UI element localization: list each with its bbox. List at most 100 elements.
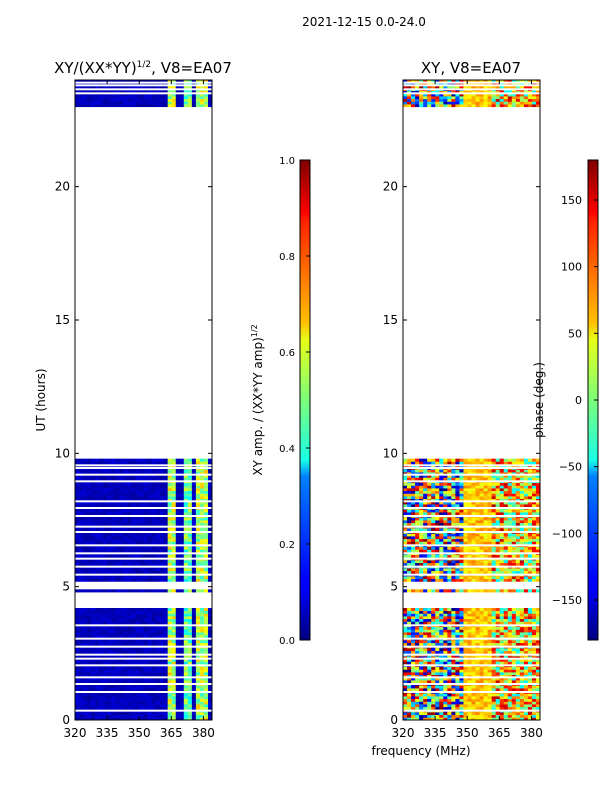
heatmap-cell bbox=[155, 80, 161, 84]
heatmap-cell bbox=[447, 674, 452, 678]
heatmap-cell bbox=[95, 650, 100, 654]
heatmap-cell bbox=[159, 701, 165, 705]
heatmap-cell bbox=[191, 496, 197, 500]
heatmap-cell bbox=[99, 485, 104, 489]
heatmap-cell bbox=[83, 522, 88, 526]
heatmap-cell bbox=[175, 650, 181, 654]
heatmap-cell bbox=[403, 706, 408, 710]
heatmap-cell bbox=[131, 93, 136, 97]
heatmap-cell bbox=[527, 704, 533, 708]
heatmap-cell bbox=[135, 717, 140, 720]
heatmap-cell bbox=[79, 714, 84, 718]
heatmap-cell bbox=[459, 712, 464, 716]
heatmap-cell bbox=[107, 608, 112, 612]
heatmap-cell bbox=[175, 536, 181, 540]
heatmap-cell bbox=[503, 648, 509, 652]
heatmap-cell bbox=[451, 613, 456, 617]
heatmap-cell bbox=[159, 560, 165, 564]
heatmap-cell bbox=[83, 629, 88, 633]
heatmap-cell bbox=[107, 610, 112, 614]
flagged-gap-line bbox=[75, 653, 212, 656]
heatmap-cell bbox=[111, 685, 116, 689]
heatmap-cell bbox=[183, 712, 189, 716]
heatmap-cell bbox=[463, 634, 468, 638]
heatmap-cell bbox=[167, 589, 173, 593]
heatmap-cell bbox=[159, 578, 165, 582]
heatmap-cell bbox=[99, 717, 104, 720]
heatmap-cell bbox=[207, 490, 212, 494]
heatmap-cell bbox=[515, 642, 521, 646]
heatmap-cell bbox=[123, 82, 128, 86]
heatmap-cell bbox=[479, 672, 484, 676]
heatmap-cell bbox=[207, 80, 212, 84]
heatmap-cell bbox=[519, 712, 525, 716]
heatmap-cell bbox=[407, 632, 412, 636]
heatmap-cell bbox=[123, 680, 128, 684]
heatmap-cell bbox=[187, 680, 193, 684]
heatmap-cell bbox=[95, 712, 100, 716]
heatmap-cell bbox=[131, 461, 136, 465]
heatmap-cell bbox=[131, 669, 136, 673]
heatmap-cell bbox=[143, 632, 148, 636]
heatmap-cell bbox=[451, 642, 456, 646]
heatmap-cell bbox=[415, 714, 420, 718]
heatmap-cell bbox=[111, 533, 116, 537]
heatmap-cell bbox=[83, 562, 88, 566]
heatmap-cell bbox=[147, 578, 152, 582]
heatmap-cell bbox=[99, 661, 104, 665]
heatmap-cell bbox=[143, 706, 148, 710]
heatmap-cell bbox=[139, 634, 144, 638]
heatmap-cell bbox=[175, 85, 181, 89]
heatmap-cell bbox=[495, 669, 501, 673]
heatmap-cell bbox=[495, 642, 501, 646]
heatmap-cell bbox=[151, 669, 156, 673]
heatmap-cell bbox=[435, 589, 440, 593]
heatmap-cell bbox=[199, 626, 205, 630]
heatmap-cell bbox=[99, 458, 104, 462]
heatmap-cell bbox=[451, 656, 456, 660]
heatmap-cell bbox=[499, 656, 505, 660]
heatmap-cell bbox=[135, 666, 140, 670]
heatmap-cell bbox=[455, 634, 460, 638]
heatmap-cell bbox=[151, 621, 156, 625]
heatmap-cell bbox=[95, 498, 100, 502]
heatmap-cell bbox=[199, 610, 205, 614]
heatmap-cell bbox=[171, 472, 177, 476]
heatmap-cell bbox=[147, 469, 152, 473]
heatmap-cell bbox=[199, 522, 205, 526]
heatmap-cell bbox=[103, 714, 108, 718]
heatmap-cell bbox=[95, 98, 100, 102]
heatmap-cell bbox=[87, 90, 92, 94]
heatmap-cell bbox=[147, 538, 152, 542]
heatmap-cell bbox=[423, 706, 428, 710]
heatmap-cell bbox=[495, 704, 501, 708]
heatmap-cell bbox=[143, 482, 148, 486]
heatmap-cell bbox=[167, 488, 173, 492]
heatmap-cell bbox=[171, 512, 177, 516]
heatmap-cell bbox=[75, 101, 80, 105]
heatmap-cell bbox=[435, 706, 440, 710]
heatmap-cell bbox=[415, 674, 420, 678]
heatmap-cell bbox=[199, 674, 205, 678]
heatmap-cell bbox=[115, 618, 120, 622]
heatmap-cell bbox=[139, 98, 144, 102]
heatmap-cell bbox=[183, 90, 189, 94]
heatmap-cell bbox=[471, 677, 476, 681]
heatmap-cell bbox=[163, 610, 169, 614]
heatmap-cell bbox=[175, 706, 181, 710]
heatmap-cell bbox=[163, 629, 169, 633]
heatmap-cell bbox=[531, 669, 537, 673]
heatmap-cell bbox=[179, 498, 185, 502]
heatmap-cell bbox=[471, 714, 476, 718]
heatmap-cell bbox=[187, 554, 193, 558]
heatmap-cell bbox=[511, 610, 517, 614]
heatmap-cell bbox=[507, 666, 513, 670]
heatmap-cell bbox=[135, 490, 140, 494]
heatmap-cell bbox=[191, 677, 197, 681]
heatmap-cell bbox=[107, 717, 112, 720]
heatmap-cell bbox=[75, 474, 80, 478]
heatmap-cell bbox=[95, 613, 100, 617]
heatmap-cell bbox=[83, 517, 88, 521]
heatmap-cell bbox=[455, 648, 460, 652]
heatmap-cell bbox=[531, 618, 537, 622]
